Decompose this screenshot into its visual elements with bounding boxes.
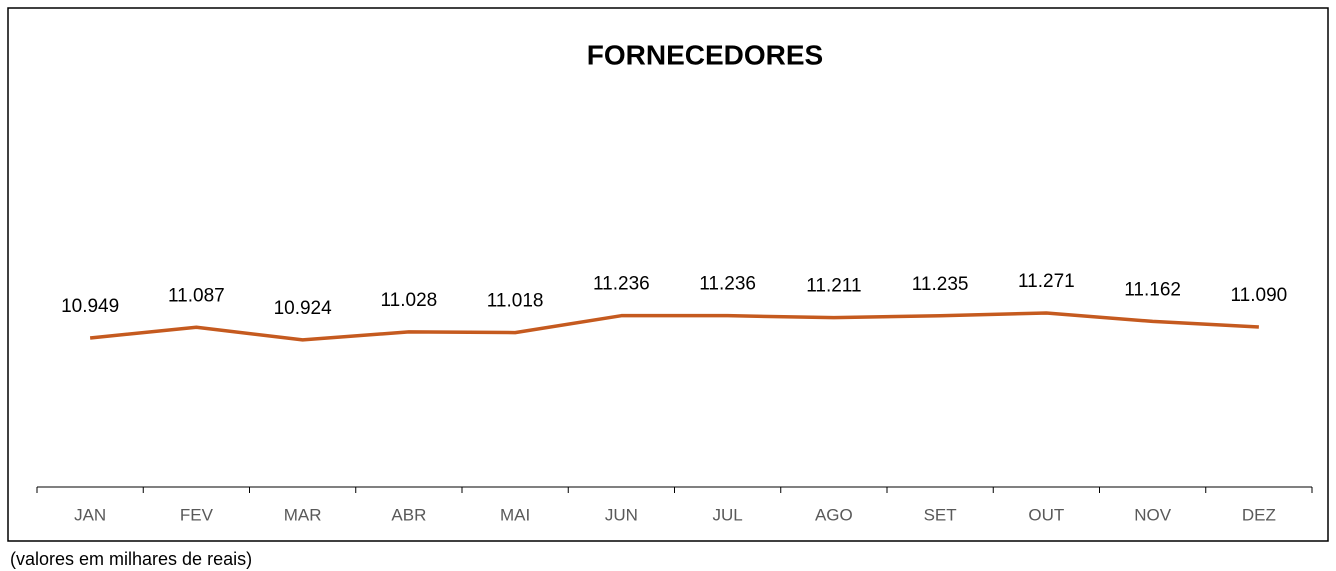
data-label: 11.090 [1231,285,1288,306]
x-tick-label: JAN [74,505,106,524]
x-tick-label: JUN [605,505,638,524]
series-line [89,311,1259,342]
data-label: 10.924 [274,298,333,319]
data-label: 11.211 [806,276,861,297]
data-label: 11.087 [168,285,225,306]
data-label: 11.162 [1124,279,1181,300]
data-label: 11.236 [699,274,756,295]
data-label: 11.271 [1018,271,1075,292]
x-tick-label: MAR [284,505,322,524]
data-label: 10.949 [61,296,119,317]
data-label: 11.028 [381,290,438,311]
data-label: 11.235 [912,274,969,295]
x-tick-label: DEZ [1242,505,1276,524]
chart-title: FORNECEDORES [587,39,823,70]
data-label: 11.018 [487,291,544,312]
x-tick-label: FEV [180,505,214,524]
x-tick-label: AGO [815,505,853,524]
x-tick-label: SET [924,505,957,524]
x-tick-label: NOV [1134,505,1172,524]
x-tick-label: OUT [1028,505,1064,524]
note: (valores em milhares de reais) [10,549,252,569]
data-label: 11.236 [593,274,650,295]
x-tick-label: JUL [713,505,743,524]
x-tick-label: ABR [391,505,426,524]
chart-frame [7,7,1329,542]
x-tick-label: MAI [500,505,530,524]
